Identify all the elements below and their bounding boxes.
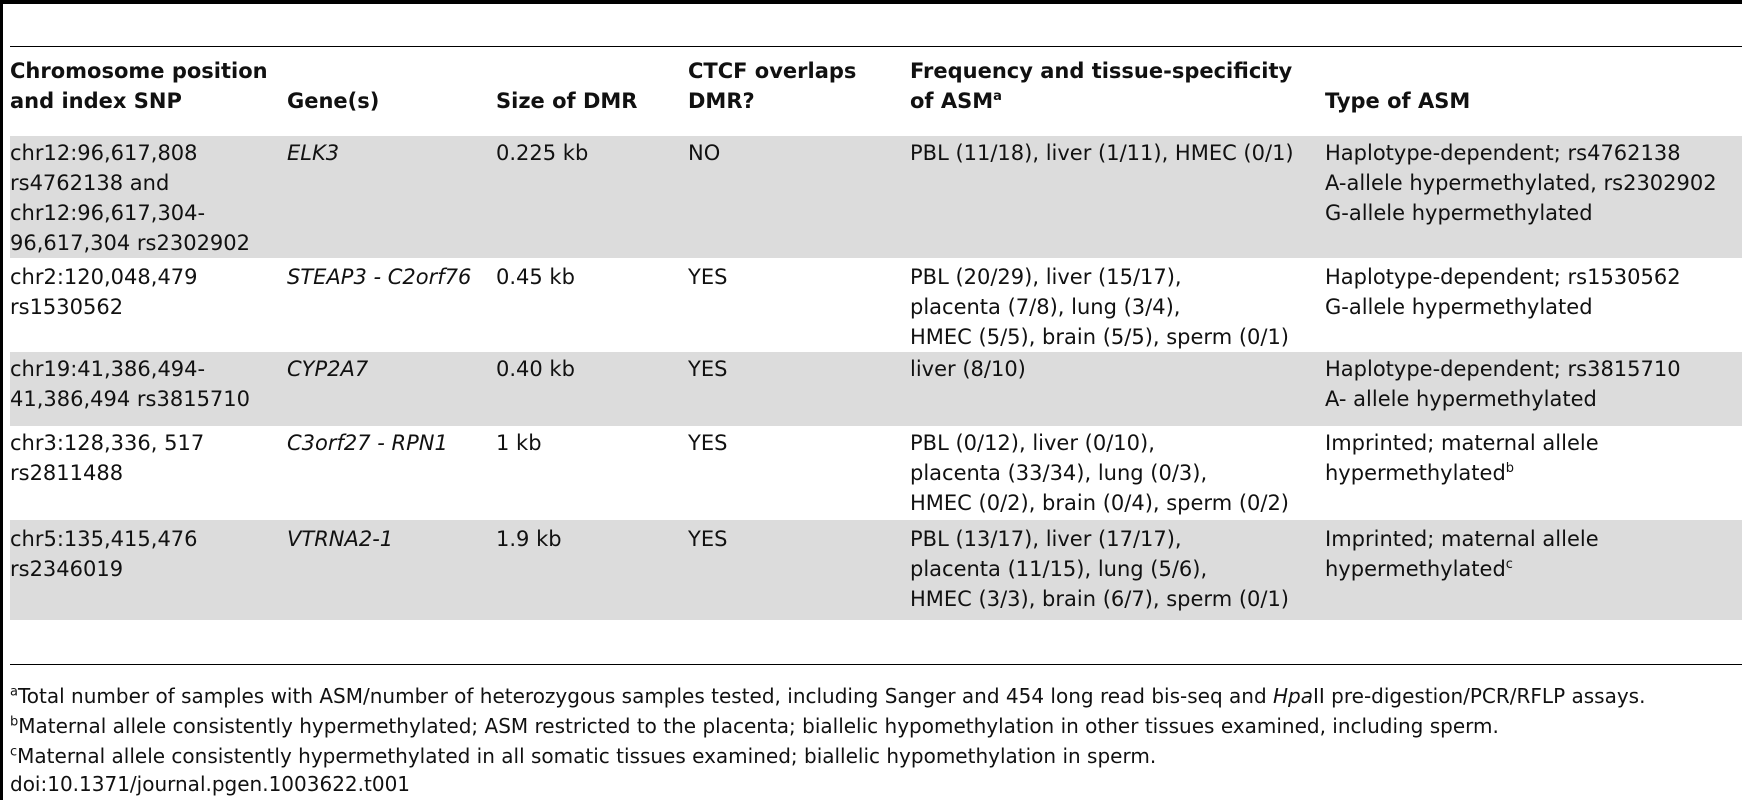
cell-ctcf: YES: [688, 527, 728, 551]
cell-ctcf: YES: [688, 431, 728, 455]
header-size-of-dmr: Size of DMR: [496, 89, 638, 113]
table-row: chr5:135,415,476 rs2346019 VTRNA2-1 1.9 …: [10, 520, 1742, 620]
footnote-b: bMaternal allele consistently hypermethy…: [10, 714, 1499, 738]
cell-frequency: PBL (11/18), liver (1/11), HMEC (0/1): [910, 141, 1294, 165]
cell-ctcf: NO: [688, 141, 721, 165]
cell-gene: CYP2A7: [287, 357, 369, 381]
cell-frequency: PBL (20/29), liver (15/17), placenta (7/…: [910, 265, 1290, 349]
left-border: [0, 0, 3, 800]
header-type-of-asm: Type of ASM: [1325, 89, 1471, 113]
header-ctcf-overlaps: CTCF overlaps DMR?: [688, 59, 857, 113]
cell-frequency: PBL (13/17), liver (17/17), placenta (11…: [910, 527, 1290, 611]
cell-type-of-asm: Haplotype-dependent; rs1530562 G-allele …: [1325, 265, 1681, 319]
cell-type-of-asm: Haplotype-dependent; rs4762138 A-allele …: [1325, 141, 1717, 225]
table-bottom-rule: [10, 664, 1742, 665]
cell-type-of-asm: Imprinted; maternal allele hypermethylat…: [1325, 431, 1599, 485]
cell-size: 1 kb: [496, 431, 542, 455]
table-row: chr2:120,048,479 rs1530562 STEAP3 - C2or…: [10, 258, 1742, 352]
cell-ctcf: YES: [688, 357, 728, 381]
cell-type-of-asm: Haplotype-dependent; rs3815710 A- allele…: [1325, 357, 1681, 411]
cell-gene: ELK3: [287, 141, 340, 165]
top-border: [0, 0, 1742, 4]
cell-frequency: liver (8/10): [910, 357, 1026, 381]
cell-size: 0.225 kb: [496, 141, 589, 165]
footnote-marker-a: a: [993, 89, 1002, 104]
table-header-row: Chromosome position and index SNP Gene(s…: [10, 46, 1742, 136]
cell-gene: STEAP3 - C2orf76: [287, 265, 472, 289]
doi-link[interactable]: doi:10.1371/journal.pgen.1003622.t001: [10, 772, 411, 796]
header-top-rule: [10, 46, 1742, 47]
footnote-marker-c: c: [1505, 557, 1513, 572]
table-row: chr19:41,386,494- 41,386,494 rs3815710 C…: [10, 352, 1742, 426]
cell-size: 0.40 kb: [496, 357, 575, 381]
cell-size: 0.45 kb: [496, 265, 575, 289]
cell-chromosome-position: chr2:120,048,479 rs1530562: [10, 265, 198, 319]
footnote-marker-b: b: [1505, 461, 1515, 476]
table-row: chr12:96,617,808 rs4762138 and chr12:96,…: [10, 136, 1742, 258]
cell-type-of-asm: Imprinted; maternal allele hypermethylat…: [1325, 527, 1599, 581]
cell-chromosome-position: chr5:135,415,476 rs2346019: [10, 527, 198, 581]
cell-size: 1.9 kb: [496, 527, 562, 551]
table-row: chr3:128,336, 517 rs2811488 C3orf27 - RP…: [10, 426, 1742, 520]
cell-gene: VTRNA2-1: [287, 527, 394, 551]
header-chromosome-position: Chromosome position and index SNP: [10, 59, 268, 113]
footnote-c: cMaternal allele consistently hypermethy…: [10, 744, 1157, 768]
cell-frequency: PBL (0/12), liver (0/10), placenta (33/3…: [910, 431, 1290, 515]
cell-gene: C3orf27 - RPN1: [287, 431, 448, 455]
footnote-a: aTotal number of samples with ASM/number…: [10, 684, 1646, 708]
header-genes: Gene(s): [287, 89, 380, 113]
header-frequency: Frequency and tissue-specificity of ASMa: [910, 59, 1293, 113]
cell-ctcf: YES: [688, 265, 728, 289]
cell-chromosome-position: chr19:41,386,494- 41,386,494 rs3815710: [10, 357, 251, 411]
cell-chromosome-position: chr3:128,336, 517 rs2811488: [10, 431, 205, 485]
cell-chromosome-position: chr12:96,617,808 rs4762138 and chr12:96,…: [10, 141, 251, 255]
